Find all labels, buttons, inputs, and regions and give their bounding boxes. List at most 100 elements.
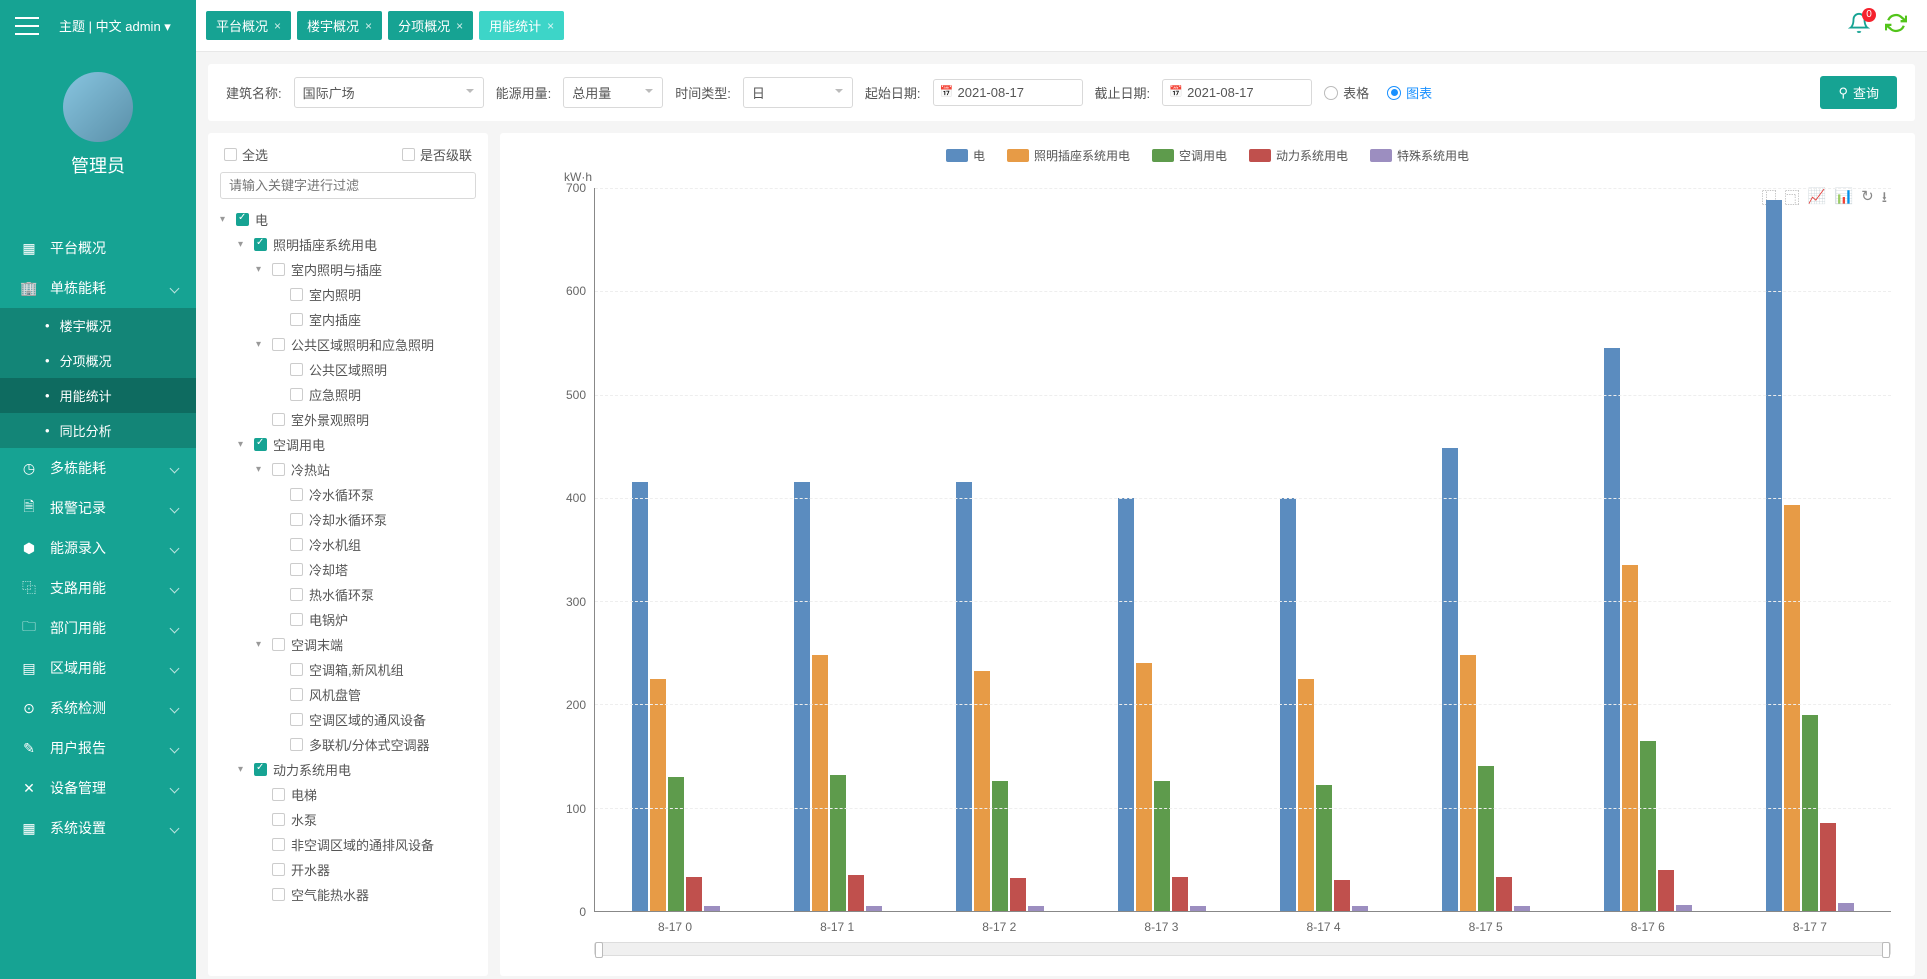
nav-区域用能[interactable]: ▤区域用能: [0, 648, 196, 688]
bar[interactable]: [1010, 878, 1026, 911]
tree-node[interactable]: ▾冷热站: [220, 457, 476, 482]
timetype-select[interactable]: 日: [743, 77, 853, 108]
tree-node[interactable]: 多联机/分体式空调器: [220, 732, 476, 757]
tree-checkbox[interactable]: [290, 688, 303, 701]
nav-设备管理[interactable]: ✕设备管理: [0, 768, 196, 808]
tree-checkbox[interactable]: [290, 388, 303, 401]
bar[interactable]: [956, 482, 972, 911]
startdate-input[interactable]: 2021-08-17: [933, 79, 1083, 106]
tree-checkbox[interactable]: [290, 588, 303, 601]
tree-checkbox[interactable]: [290, 363, 303, 376]
tree-node[interactable]: 电梯: [220, 782, 476, 807]
tree-node[interactable]: 风机盘管: [220, 682, 476, 707]
tree-node[interactable]: 应急照明: [220, 382, 476, 407]
tree-node[interactable]: 开水器: [220, 857, 476, 882]
tree-node[interactable]: 冷水循环泵: [220, 482, 476, 507]
tab-平台概况[interactable]: 平台概况×: [206, 11, 291, 40]
datazoom-slider[interactable]: [594, 942, 1891, 956]
bar[interactable]: [1658, 870, 1674, 911]
bar[interactable]: [632, 482, 648, 911]
bar[interactable]: [1460, 655, 1476, 911]
tree-node[interactable]: 室内插座: [220, 307, 476, 332]
tree-checkbox[interactable]: [272, 813, 285, 826]
tree-checkbox[interactable]: [272, 338, 285, 351]
slider-handle-right[interactable]: [1882, 942, 1890, 958]
tree-checkbox[interactable]: [290, 288, 303, 301]
nav-sub-楼宇概况[interactable]: 楼宇概况: [0, 308, 196, 343]
slider-handle-left[interactable]: [595, 942, 603, 958]
query-button[interactable]: ⚲查询: [1820, 76, 1897, 109]
tree-search-input[interactable]: [220, 172, 476, 199]
bar[interactable]: [1622, 565, 1638, 911]
legend-item[interactable]: 空调用电: [1152, 147, 1227, 164]
bar[interactable]: [1820, 823, 1836, 911]
tree-node[interactable]: ▾电: [220, 207, 476, 232]
bar[interactable]: [992, 781, 1008, 911]
tree-checkbox[interactable]: [272, 788, 285, 801]
tree-checkbox[interactable]: [272, 463, 285, 476]
tab-close-icon[interactable]: ×: [274, 19, 281, 33]
bar[interactable]: [974, 671, 990, 911]
nav-sub-分项概况[interactable]: 分项概况: [0, 343, 196, 378]
tab-楼宇概况[interactable]: 楼宇概况×: [297, 11, 382, 40]
bar[interactable]: [650, 679, 666, 911]
tab-close-icon[interactable]: ×: [456, 19, 463, 33]
bar[interactable]: [1802, 715, 1818, 911]
tree-node[interactable]: ▾室内照明与插座: [220, 257, 476, 282]
tree-node[interactable]: 非空调区域的通排风设备: [220, 832, 476, 857]
tree-node[interactable]: 室外景观照明: [220, 407, 476, 432]
hamburger-icon[interactable]: [15, 17, 39, 35]
bar[interactable]: [1352, 906, 1368, 911]
theme-label[interactable]: 主题: [59, 19, 85, 34]
tree-checkbox[interactable]: [290, 488, 303, 501]
bar[interactable]: [1496, 877, 1512, 911]
lang-label[interactable]: 中文: [96, 19, 122, 34]
tab-用能统计[interactable]: 用能统计×: [479, 11, 564, 40]
bar[interactable]: [1298, 679, 1314, 911]
tree-node[interactable]: 冷却水循环泵: [220, 507, 476, 532]
bar[interactable]: [668, 777, 684, 911]
tree-node[interactable]: 水泵: [220, 807, 476, 832]
tree-node[interactable]: 热水循环泵: [220, 582, 476, 607]
bar[interactable]: [1154, 781, 1170, 911]
tree-checkbox[interactable]: [272, 263, 285, 276]
tree-checkbox[interactable]: [290, 538, 303, 551]
tree-checkbox[interactable]: [272, 863, 285, 876]
nav-用户报告[interactable]: ✎用户报告: [0, 728, 196, 768]
cascade-checkbox[interactable]: 是否级联: [402, 145, 472, 164]
bar[interactable]: [848, 875, 864, 911]
nav-单栋能耗[interactable]: 🏢单栋能耗: [0, 268, 196, 308]
refresh-icon[interactable]: [1885, 12, 1907, 40]
bar[interactable]: [1190, 906, 1206, 911]
tree-node[interactable]: 公共区域照明: [220, 357, 476, 382]
tree-checkbox[interactable]: [290, 613, 303, 626]
tree-checkbox[interactable]: [272, 638, 285, 651]
tree-checkbox[interactable]: [290, 738, 303, 751]
tab-close-icon[interactable]: ×: [365, 19, 372, 33]
tree-node[interactable]: ▾照明插座系统用电: [220, 232, 476, 257]
tree-checkbox[interactable]: [254, 763, 267, 776]
select-all-checkbox[interactable]: 全选: [224, 145, 268, 164]
nav-部门用能[interactable]: 🗀部门用能: [0, 608, 196, 648]
tree-caret-icon[interactable]: ▾: [256, 464, 266, 475]
tree-caret-icon[interactable]: ▾: [256, 264, 266, 275]
bar[interactable]: [686, 877, 702, 911]
legend-item[interactable]: 电: [946, 147, 985, 164]
bar[interactable]: [830, 775, 846, 911]
enddate-input[interactable]: 2021-08-17: [1162, 79, 1312, 106]
tree-caret-icon[interactable]: ▾: [238, 239, 248, 250]
tree-checkbox[interactable]: [272, 413, 285, 426]
top-user-info[interactable]: 主题 | 中文 admin ▾: [59, 16, 171, 35]
nav-系统检测[interactable]: ⊙系统检测: [0, 688, 196, 728]
tree-node[interactable]: 冷却塔: [220, 557, 476, 582]
radio-table[interactable]: 表格: [1324, 83, 1369, 102]
tree-checkbox[interactable]: [290, 513, 303, 526]
tree-node[interactable]: ▾空调用电: [220, 432, 476, 457]
tree-node[interactable]: 室内照明: [220, 282, 476, 307]
tree-checkbox[interactable]: [254, 238, 267, 251]
tree-checkbox[interactable]: [290, 663, 303, 676]
tree-node[interactable]: 冷水机组: [220, 532, 476, 557]
tree-node[interactable]: 空气能热水器: [220, 882, 476, 907]
bar[interactable]: [1028, 906, 1044, 911]
bar[interactable]: [1172, 877, 1188, 911]
